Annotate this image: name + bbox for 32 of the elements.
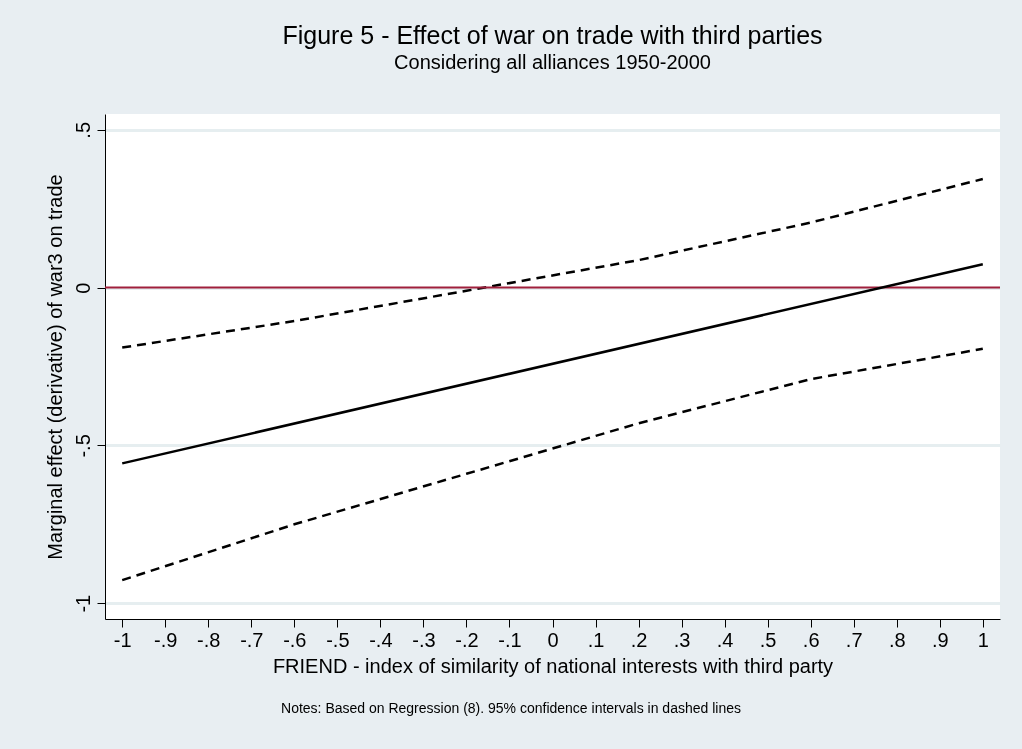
x-tick-label: -.4 — [369, 628, 393, 651]
x-tick-label: -1 — [113, 628, 132, 651]
x-tick-label: .6 — [802, 628, 820, 651]
x-tick-label: .1 — [587, 628, 605, 651]
x-tick-label: 0 — [547, 628, 559, 651]
x-axis-title: FRIEND - index of similarity of national interests with third party — [272, 654, 834, 677]
chart-title: Figure 5 - Effect of war on trade with third parties — [282, 21, 823, 49]
x-tick-label: .3 — [673, 628, 691, 651]
x-tick-label: .2 — [630, 628, 648, 651]
x-tick-label: -.6 — [283, 628, 307, 651]
x-tick-label: .4 — [716, 628, 734, 651]
y-tick-label: -.5 — [71, 434, 94, 458]
x-tick-label: -.7 — [240, 628, 264, 651]
y-tick-label: -1 — [71, 594, 94, 613]
x-tick-label: -.9 — [154, 628, 178, 651]
x-tick-label: -.8 — [197, 628, 221, 651]
x-tick-label: .8 — [888, 628, 906, 651]
x-tick-label: 1 — [977, 628, 989, 651]
x-tick-label: -.2 — [455, 628, 479, 651]
y-tick-label: 0 — [71, 282, 94, 294]
line-series — [120, 177, 985, 349]
x-tick-label: -.5 — [326, 628, 350, 651]
y-axis-title: Marginal effect (derivative) of war3 on trade — [43, 174, 66, 560]
x-tick-label: .9 — [931, 628, 949, 651]
y-tick-label: .5 — [71, 121, 94, 139]
x-tick-label: .7 — [845, 628, 863, 651]
x-tick-label: -.1 — [498, 628, 522, 651]
x-tick-label: .5 — [759, 628, 777, 651]
x-tick-label: -.3 — [412, 628, 436, 651]
line-series — [120, 347, 985, 582]
text: Notes: Based on Regression (8). 95% confidence intervals in dashed lines — [280, 700, 742, 716]
chart-subtitle: Considering all alliances 1950-2000 — [394, 51, 711, 73]
